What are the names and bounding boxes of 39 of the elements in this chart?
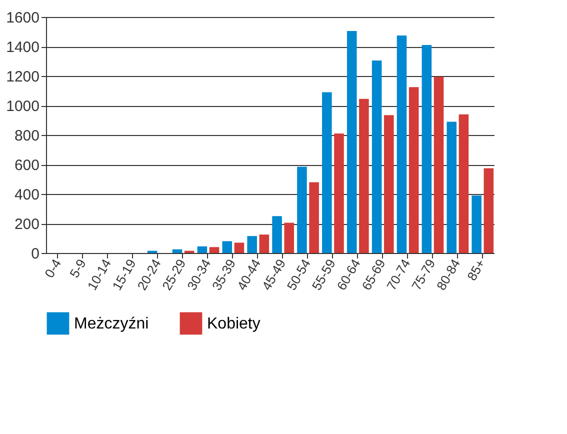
y-tick-label: 200 [14, 216, 40, 233]
bar [472, 195, 482, 253]
y-tick-label: 1600 [6, 10, 40, 26]
bar [297, 166, 307, 253]
bar [434, 76, 444, 253]
bar [284, 222, 294, 253]
bar [346, 31, 357, 253]
legend-label: Meżczyźni [74, 315, 149, 332]
bar [259, 234, 270, 253]
bar [396, 35, 407, 253]
x-tick-label: 0-4 [42, 256, 64, 280]
y-tick-label: 800 [14, 128, 40, 144]
bar [359, 98, 369, 253]
y-tick-label: 0 [31, 246, 40, 262]
bar [446, 122, 457, 253]
bar [458, 114, 469, 253]
legend-label: Kobiety [207, 315, 260, 332]
y-tick-label: 1000 [6, 98, 40, 115]
y-tick-label: 1400 [6, 39, 40, 56]
bar [309, 182, 319, 253]
x-tick-label: 5-9 [66, 256, 89, 280]
bar [247, 236, 257, 253]
bar [384, 115, 394, 253]
bar [197, 246, 208, 253]
bar [484, 168, 494, 253]
bar [334, 134, 344, 253]
bar [222, 241, 232, 253]
y-tick-label: 600 [14, 157, 40, 174]
x-tick-label: 85+ [464, 256, 488, 284]
bar [372, 60, 382, 253]
y-tick-label: 1200 [6, 68, 40, 86]
bar [172, 249, 182, 253]
bar [322, 92, 332, 253]
bar [408, 87, 419, 253]
bar [422, 45, 432, 253]
bar [209, 247, 220, 253]
y-tick-label: 400 [14, 186, 40, 204]
bar [272, 216, 282, 253]
bar [234, 242, 244, 253]
